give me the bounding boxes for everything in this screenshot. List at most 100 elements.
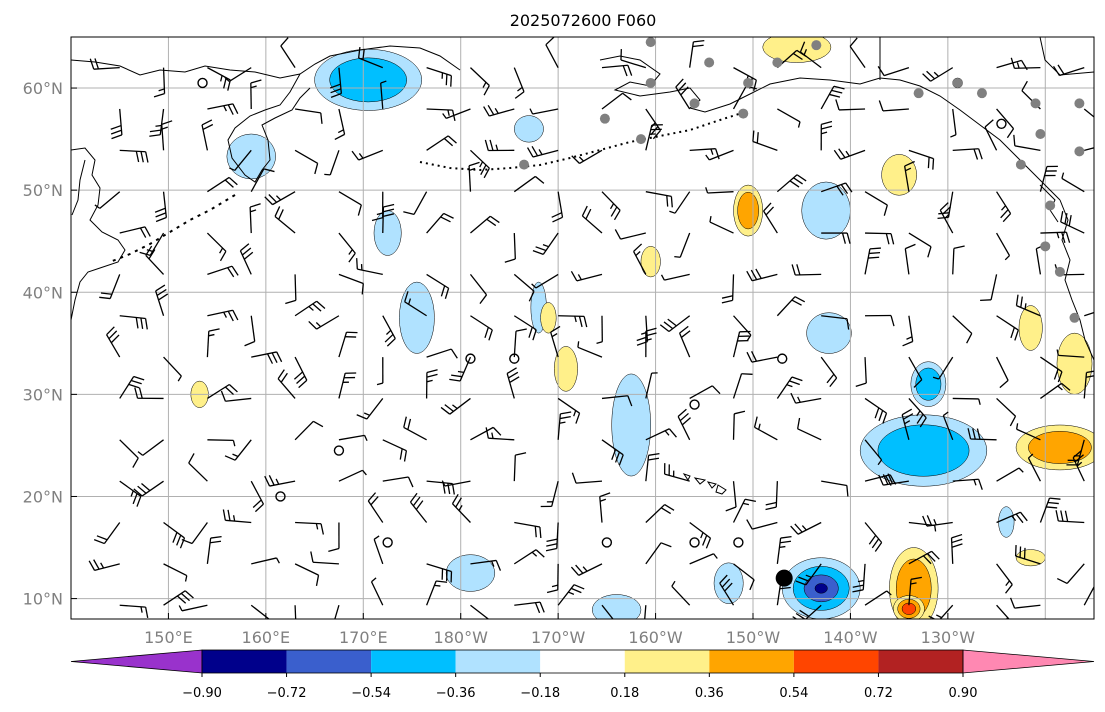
- barb-flag: [356, 414, 368, 420]
- barb-flag: [845, 150, 850, 157]
- wind-barb: [551, 191, 564, 223]
- gray-station-marker: [1030, 98, 1041, 109]
- barb-shaft: [709, 149, 734, 161]
- barb-flag: [680, 86, 689, 96]
- colorbar-tick-label: 0.18: [610, 686, 639, 701]
- lon-label: 130°W: [921, 628, 976, 647]
- wind-barb: [310, 551, 339, 565]
- coastlines: [71, 37, 1094, 495]
- barb-flag: [1010, 327, 1016, 339]
- lat-label: 20°N: [23, 487, 63, 506]
- wind-barb: [207, 383, 238, 400]
- colorbar-tick-label: −0.90: [182, 686, 222, 701]
- barb-flag: [1100, 125, 1105, 135]
- barb-flag: [443, 137, 454, 147]
- barb-flag: [231, 265, 239, 276]
- barb-flag: [871, 538, 880, 549]
- barb-flag: [922, 73, 932, 82]
- barb-flag: [795, 580, 807, 586]
- barb-flag: [1005, 580, 1010, 586]
- barb-flag: [490, 560, 495, 567]
- wind-barb: [526, 145, 559, 158]
- barb-flag: [1008, 625, 1014, 634]
- barb-flag: [526, 147, 534, 158]
- barb-flag: [790, 525, 799, 535]
- barb-flag: [249, 203, 261, 208]
- wind-barb: [932, 356, 954, 380]
- barb-flag: [139, 251, 151, 256]
- wind-barb: [705, 149, 734, 161]
- barb-flag: [140, 317, 144, 329]
- barb-flag: [916, 410, 921, 417]
- gray-station-marker: [976, 88, 987, 99]
- barb-flag: [709, 216, 712, 223]
- barb-flag: [751, 351, 758, 362]
- barb-flag: [935, 614, 942, 619]
- wind-barb: [950, 108, 957, 138]
- barb-flag: [452, 404, 458, 410]
- barb-flag: [100, 292, 112, 295]
- wind-barb: [426, 563, 453, 583]
- barb-flag: [742, 502, 750, 506]
- barb-flag: [209, 540, 222, 544]
- wind-barb: [110, 108, 123, 140]
- wind-barb: [878, 473, 909, 486]
- barb-flag: [208, 328, 220, 332]
- barb-flag: [724, 582, 733, 592]
- map-area: [71, 37, 1105, 634]
- wind-barb: [382, 439, 408, 462]
- wind-barb: [285, 274, 297, 305]
- barb-shaft: [995, 356, 1009, 381]
- barb-flag: [93, 559, 100, 570]
- barb-flag: [172, 532, 178, 543]
- barb-flag: [363, 435, 368, 442]
- barb-flag: [367, 492, 377, 502]
- positive-region-2-level-1: [540, 302, 557, 334]
- wind-barb: [426, 348, 458, 359]
- barb-flag: [239, 243, 250, 252]
- barb-flag: [789, 180, 800, 188]
- barb-flag: [721, 295, 733, 299]
- barb-flag: [451, 483, 455, 495]
- barb-flag: [797, 121, 801, 128]
- wind-barb: [1072, 450, 1085, 482]
- wind-barb: [224, 439, 252, 461]
- barb-flag: [223, 105, 227, 112]
- barb-shaft: [674, 191, 691, 214]
- barb-flag: [145, 606, 149, 619]
- barb-flag: [559, 415, 571, 420]
- barb-shaft: [679, 232, 691, 258]
- barb-flag: [361, 283, 364, 295]
- barb-flag: [531, 283, 537, 289]
- wind-barb: [995, 356, 1009, 389]
- barb-flag: [878, 410, 884, 422]
- open-circle-marker: [733, 537, 744, 548]
- barb-flag: [227, 267, 235, 278]
- wind-barb: [1083, 585, 1094, 606]
- barb-flag: [799, 41, 806, 53]
- barb-shaft: [952, 248, 955, 275]
- barb-flag: [610, 206, 618, 217]
- wind-barb: [338, 331, 358, 358]
- barb-shaft: [469, 273, 488, 296]
- wind-barb: [161, 120, 173, 151]
- wind-barb: [996, 511, 1028, 524]
- wind-barb: [645, 372, 658, 399]
- negative-region-14-level-1: [445, 554, 496, 592]
- wind-barb: [251, 557, 280, 565]
- barb-flag: [268, 474, 275, 486]
- barb-flag: [546, 543, 558, 547]
- barb-flag: [795, 612, 806, 619]
- barb-flag: [752, 130, 755, 142]
- wind-barb: [792, 604, 822, 619]
- barb-flag: [869, 247, 881, 250]
- barb-flag: [280, 37, 289, 47]
- wind-barb: [163, 590, 194, 606]
- barb-flag: [232, 103, 239, 114]
- barb-flag: [158, 88, 165, 92]
- barb-shaft: [1083, 585, 1094, 606]
- map-background: [71, 37, 1094, 619]
- barb-flag: [927, 157, 930, 169]
- barb-flag: [531, 145, 539, 157]
